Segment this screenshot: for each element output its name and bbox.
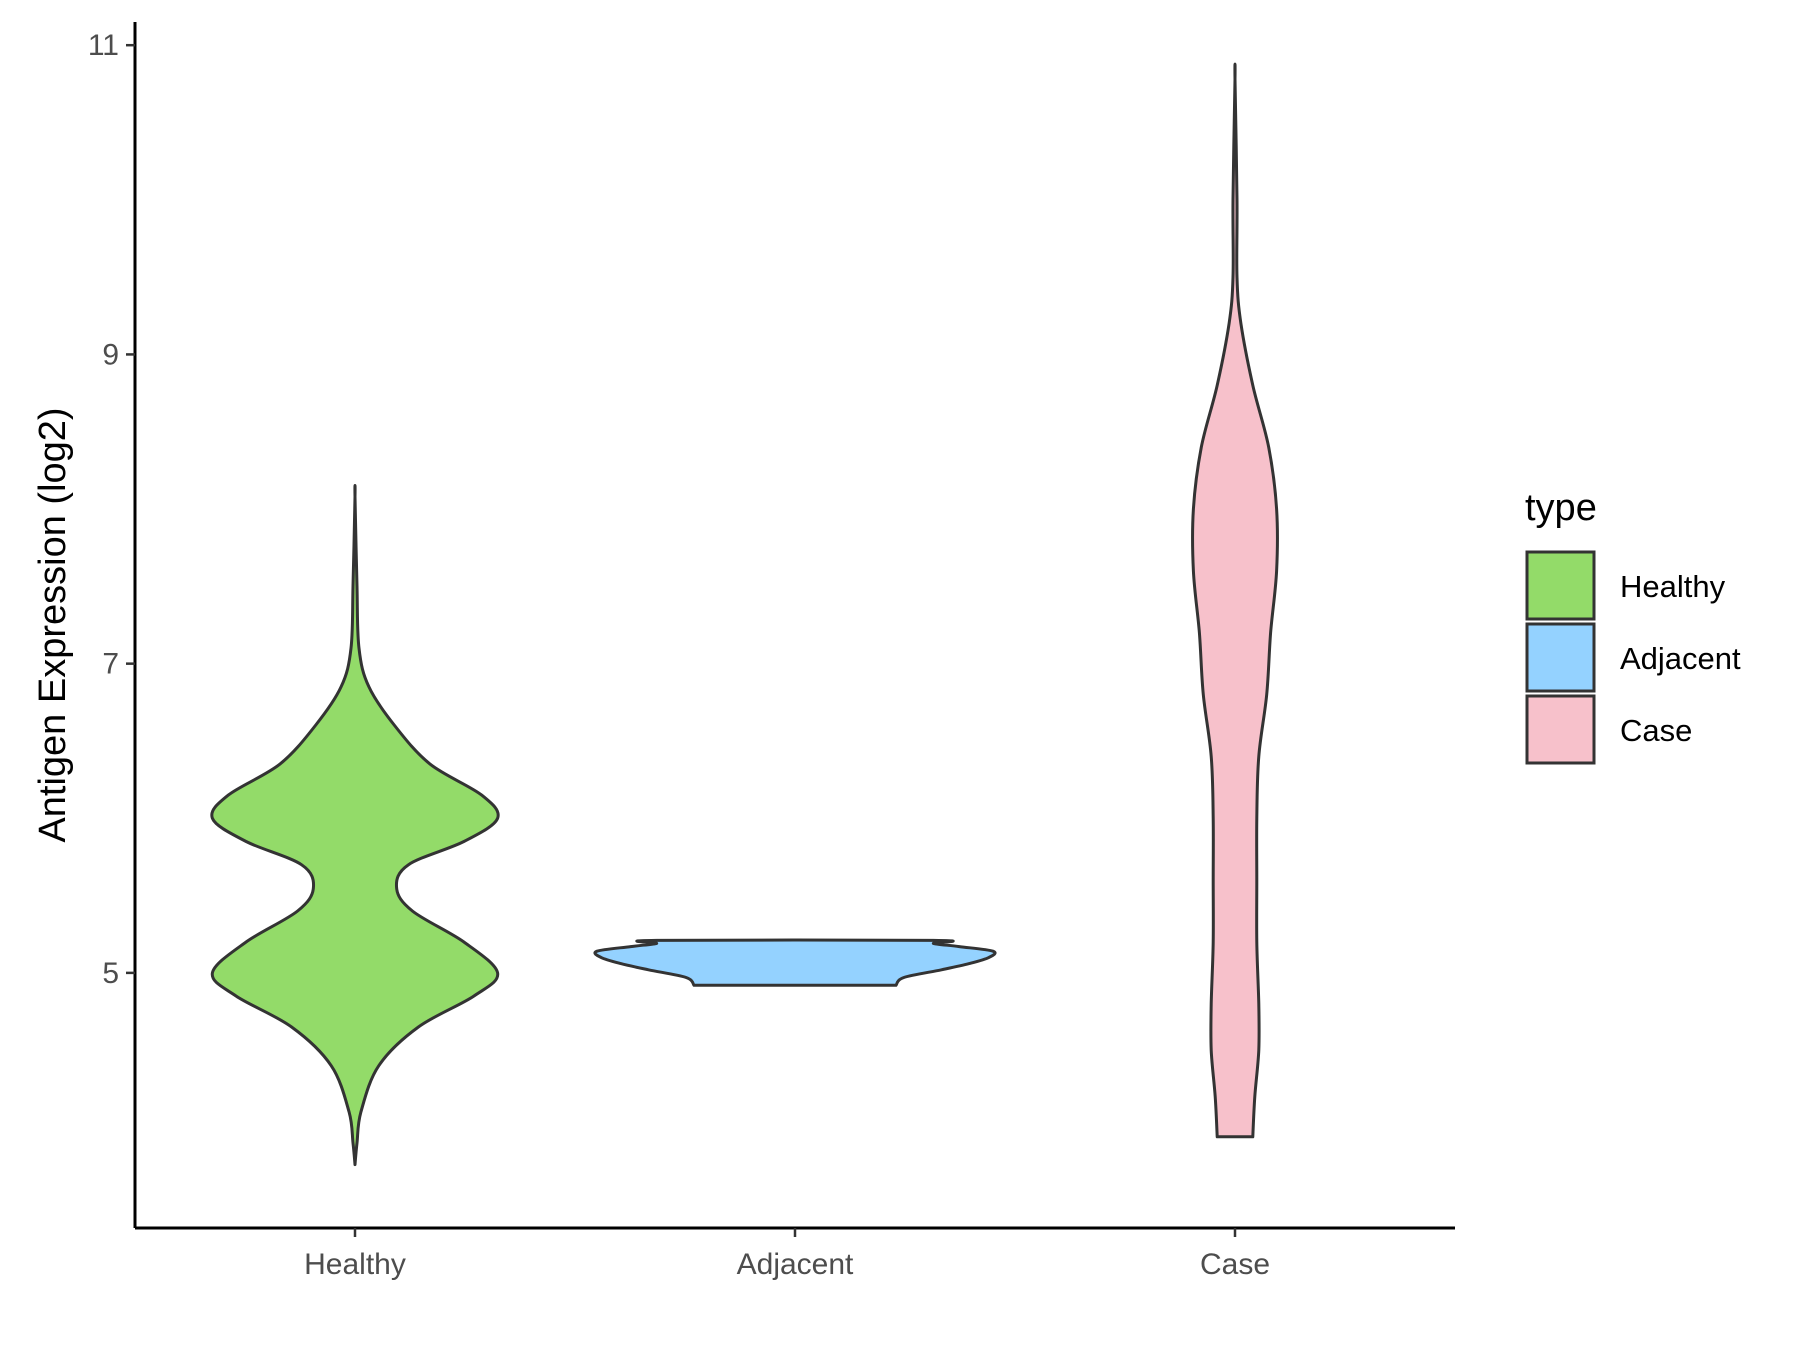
y-tick-label: 7 bbox=[102, 648, 119, 681]
legend-swatch-case bbox=[1525, 694, 1596, 765]
x-tick-label: Healthy bbox=[304, 1248, 406, 1281]
violin-case bbox=[1191, 62, 1279, 1139]
violins-layer bbox=[210, 62, 1279, 1167]
y-tick-label: 5 bbox=[102, 957, 119, 990]
legend-swatch-adjacent bbox=[1525, 622, 1596, 693]
y-tick-label: 9 bbox=[102, 338, 119, 371]
legend: type Healthy Adjacent Case bbox=[1525, 487, 1741, 765]
x-tick-label: Adjacent bbox=[737, 1248, 854, 1281]
violin-healthy bbox=[210, 483, 500, 1167]
legend-title: type bbox=[1525, 487, 1597, 529]
x-tick-label: Case bbox=[1200, 1248, 1270, 1281]
y-axis-title: Antigen Expression (log2) bbox=[32, 407, 74, 842]
legend-label-adjacent: Adjacent bbox=[1620, 641, 1741, 676]
x-ticks: Healthy Adjacent Case bbox=[304, 1228, 1270, 1281]
legend-label-healthy: Healthy bbox=[1620, 569, 1726, 604]
y-tick-label: 11 bbox=[88, 29, 119, 62]
violin-adjacent bbox=[593, 938, 997, 987]
y-ticks: 5 7 9 11 bbox=[88, 29, 135, 990]
legend-label-case: Case bbox=[1620, 713, 1692, 748]
legend-swatch-healthy bbox=[1525, 550, 1596, 621]
